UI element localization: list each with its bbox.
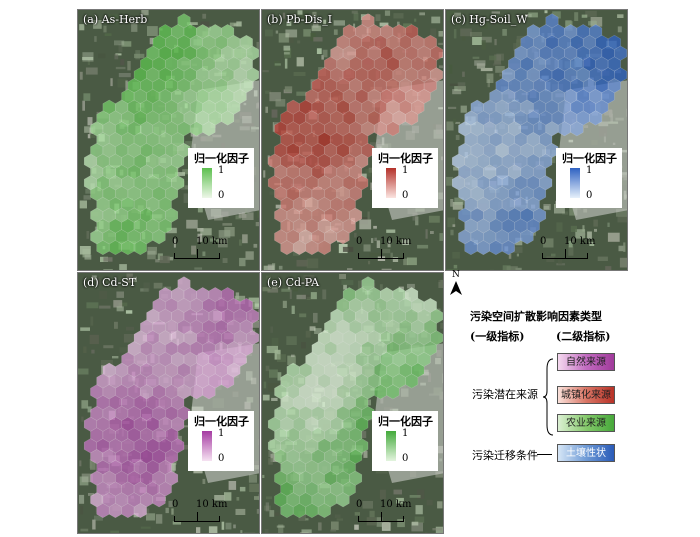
- legend: 归一化因子 1 0: [188, 411, 254, 471]
- hexbin-map: [78, 273, 259, 533]
- legend-title: 归一化因子: [562, 152, 617, 165]
- legend-color-ramp: [570, 168, 580, 198]
- level1-header: (一级指标): [470, 330, 525, 343]
- legend-min: 0: [402, 190, 409, 201]
- scale-tick: [381, 249, 382, 259]
- scale-tick: [565, 249, 566, 259]
- scale-bar: 0 10 km: [538, 236, 618, 266]
- hexbin-map: [262, 10, 443, 270]
- hexbin-cell: [202, 384, 216, 400]
- legend-max: 1: [402, 165, 409, 176]
- legend-color-ramp: [202, 168, 212, 198]
- factor-box-agriculture: 农业来源: [557, 414, 615, 432]
- hexbin-cell: [386, 121, 400, 137]
- scale-bar: 0 10 km: [170, 499, 250, 529]
- scale-bar: 0 10 km: [354, 236, 434, 266]
- legend: 归一化因子 1 0: [188, 148, 254, 208]
- hexbin-cell: [133, 503, 147, 519]
- hexbin-cell: [520, 229, 534, 245]
- map-panel-d: (d) Cd-ST 归一化因子 1 0 0 10 km: [77, 272, 260, 534]
- legend-min: 0: [402, 453, 409, 464]
- map-panel-e: (e) Cd-PA 归一化因子 1 0 0 10 km: [261, 272, 444, 534]
- legend-color-ramp: [386, 168, 396, 198]
- scale-ten: 10 km: [564, 236, 596, 247]
- hexbin-cell: [152, 229, 166, 245]
- legend-min: 0: [586, 190, 593, 201]
- hexbin-cell: [570, 121, 584, 137]
- north-letter: N: [452, 270, 460, 280]
- migration-category: 污染迁移条件: [472, 449, 538, 462]
- legend-max: 1: [218, 428, 225, 439]
- scale-ten: 10 km: [196, 236, 228, 247]
- scale-zero: 0: [172, 499, 179, 510]
- schema-title: 污染空间扩散影响因素类型: [470, 310, 602, 323]
- panel-label: (b) Pb-Dis_I: [267, 13, 333, 26]
- map-panel-b: (b) Pb-Dis_I 归一化因子 1 0 0 10 km: [261, 9, 444, 271]
- hexbin-cell: [589, 110, 603, 126]
- hexbin-cell: [152, 492, 166, 508]
- legend-title: 归一化因子: [378, 415, 433, 428]
- hexbin-cell: [133, 240, 147, 256]
- factor-box-urban: 城镇化来源: [557, 386, 615, 404]
- connector-dash: [537, 454, 552, 455]
- hexbin-cell: [336, 492, 350, 508]
- scale-tick: [197, 249, 198, 259]
- scale-zero: 0: [172, 236, 179, 247]
- legend-color-ramp: [386, 431, 396, 461]
- hexbin-cell: [202, 121, 216, 137]
- source-category: 污染潜在来源: [472, 388, 538, 401]
- scale-ten: 10 km: [380, 236, 412, 247]
- factor-schema: 污染空间扩散影响因素类型 (一级指标) (二级指标) 污染潜在来源 自然来源 城…: [470, 300, 695, 475]
- legend-max: 1: [586, 165, 593, 176]
- legend: 归一化因子 1 0: [372, 148, 438, 208]
- map-panel-a: (a) As-Herb 归一化因子 1 0 0 10 km: [77, 9, 260, 271]
- scale-tick: [381, 512, 382, 522]
- hexbin-cell: [336, 229, 350, 245]
- scale-zero: 0: [540, 236, 547, 247]
- hexbin-map: [446, 10, 627, 270]
- legend-max: 1: [402, 428, 409, 439]
- scale-ten: 10 km: [380, 499, 412, 510]
- legend: 归一化因子 1 0: [556, 148, 622, 208]
- hexbin-cell: [317, 240, 331, 256]
- hexbin-cell: [405, 110, 419, 126]
- scale-zero: 0: [356, 236, 363, 247]
- panel-label: (e) Cd-PA: [267, 276, 320, 289]
- factor-box-natural: 自然来源: [557, 353, 615, 371]
- scale-ten: 10 km: [196, 499, 228, 510]
- hexbin-cell: [317, 503, 331, 519]
- north-arrow-icon: [450, 281, 462, 295]
- legend: 归一化因子 1 0: [372, 411, 438, 471]
- legend-min: 0: [218, 453, 225, 464]
- north-arrow: N: [449, 270, 463, 296]
- legend-title: 归一化因子: [378, 152, 433, 165]
- factor-box-soil: 土壤性状: [557, 444, 615, 462]
- hexbin-cell: [221, 110, 235, 126]
- legend-title: 归一化因子: [194, 415, 249, 428]
- hexbin-cell: [405, 373, 419, 389]
- scale-tick: [197, 512, 198, 522]
- legend-min: 0: [218, 190, 225, 201]
- panel-label: (a) As-Herb: [83, 13, 148, 26]
- legend-max: 1: [218, 165, 225, 176]
- panel-label: (c) Hg-Soil_W: [451, 13, 528, 26]
- brace-icon: [543, 358, 554, 436]
- hexbin-cell: [221, 373, 235, 389]
- map-panel-c: (c) Hg-Soil_W 归一化因子 1 0 0 10 km: [445, 9, 628, 271]
- hexbin-cell: [386, 384, 400, 400]
- hexbin-cell: [501, 240, 515, 256]
- scale-bar: 0 10 km: [354, 499, 434, 529]
- panel-label: (d) Cd-ST: [83, 276, 137, 289]
- scale-zero: 0: [356, 499, 363, 510]
- hexbin-map: [78, 10, 259, 270]
- scale-bar: 0 10 km: [170, 236, 250, 266]
- hexbin-map: [262, 273, 443, 533]
- legend-title: 归一化因子: [194, 152, 249, 165]
- legend-color-ramp: [202, 431, 212, 461]
- level2-header: (二级指标): [556, 330, 611, 343]
